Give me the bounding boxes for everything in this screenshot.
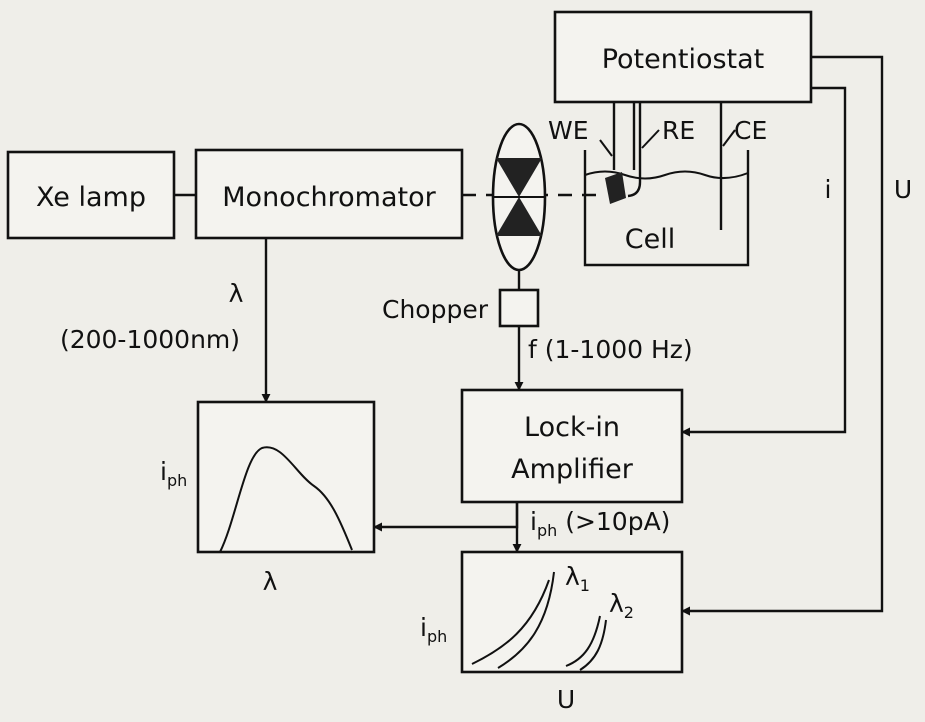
re-pointer bbox=[641, 129, 660, 149]
monochromator-label: Monochromator bbox=[222, 182, 436, 213]
xe-lamp-label: Xe lamp bbox=[36, 182, 146, 213]
working-electrode bbox=[605, 102, 636, 204]
monochromator-block: Monochromator bbox=[194, 148, 464, 240]
electrochemical-cell: Cell bbox=[583, 150, 750, 267]
ce-label: CE bbox=[734, 116, 767, 145]
spectrum-curve bbox=[219, 446, 353, 553]
electrolyte-surface bbox=[584, 170, 749, 180]
voltage-plot-xlabel: U bbox=[557, 685, 575, 714]
curve-lambda2-a bbox=[565, 615, 601, 667]
we-pointer bbox=[599, 139, 613, 157]
lock-in-label-line1: Lock-in bbox=[524, 412, 620, 443]
photocurrent-to-spectrum-line bbox=[373, 502, 519, 532]
voltage-plot-ylabel: iph bbox=[420, 613, 447, 646]
ce-pointer bbox=[722, 129, 736, 147]
lock-in-amplifier-block: Lock-in Amplifier bbox=[460, 388, 684, 504]
photocurrent-spectrum-plot: iph λ bbox=[160, 400, 376, 596]
wavelength-range-label: (200-1000nm) bbox=[60, 325, 240, 354]
we-label: WE bbox=[548, 116, 589, 145]
frequency-label: f (1-1000 Hz) bbox=[528, 335, 693, 364]
current-label: i bbox=[825, 175, 832, 204]
curve-lambda1-label: λ1 bbox=[565, 562, 590, 595]
potentiostat-label: Potentiostat bbox=[602, 44, 765, 75]
reference-electrode bbox=[627, 102, 642, 198]
voltage-label: U bbox=[894, 175, 912, 204]
potentiostat-block: Potentiostat bbox=[553, 10, 813, 104]
lock-in-label-line2: Amplifier bbox=[511, 454, 634, 485]
spectrum-xlabel: λ bbox=[263, 567, 278, 596]
xe-lamp-block: Xe lamp bbox=[6, 150, 176, 240]
photocurrent-voltage-plot: λ1 λ2 iph U bbox=[420, 550, 684, 714]
voltage-signal-line bbox=[681, 55, 884, 616]
curve-lambda2-b bbox=[579, 619, 607, 671]
current-signal-line bbox=[681, 86, 847, 437]
lambda-label: λ bbox=[229, 279, 244, 308]
re-label: RE bbox=[662, 116, 695, 145]
cell-label: Cell bbox=[625, 224, 675, 255]
chopper-wheel bbox=[491, 122, 547, 272]
photocurrent-signal-label: iph (>10pA) bbox=[530, 507, 670, 540]
chopper-motor bbox=[498, 288, 540, 328]
curve-lambda1-a bbox=[471, 579, 550, 665]
chopper-label: Chopper bbox=[382, 295, 489, 324]
curve-lambda1-b bbox=[497, 571, 555, 669]
curve-lambda2-label: λ2 bbox=[609, 589, 634, 622]
spectrum-ylabel: iph bbox=[160, 457, 187, 490]
